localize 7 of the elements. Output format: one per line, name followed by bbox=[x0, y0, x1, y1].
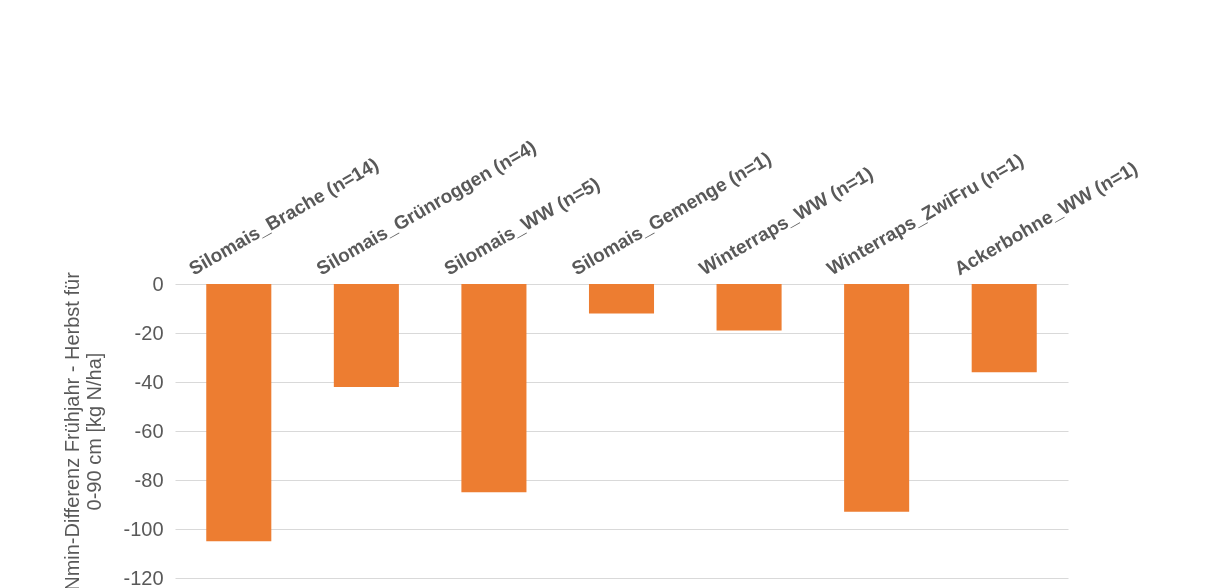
y-tick-label: -20 bbox=[134, 321, 164, 344]
y-tick-label: -80 bbox=[134, 468, 164, 491]
y-tick-label: 0 bbox=[152, 272, 164, 295]
y-tick-label: -120 bbox=[123, 566, 164, 588]
y-tick-label: -100 bbox=[123, 517, 164, 540]
y-tick-label: -60 bbox=[134, 419, 164, 442]
y-tick-label: -40 bbox=[134, 370, 164, 393]
